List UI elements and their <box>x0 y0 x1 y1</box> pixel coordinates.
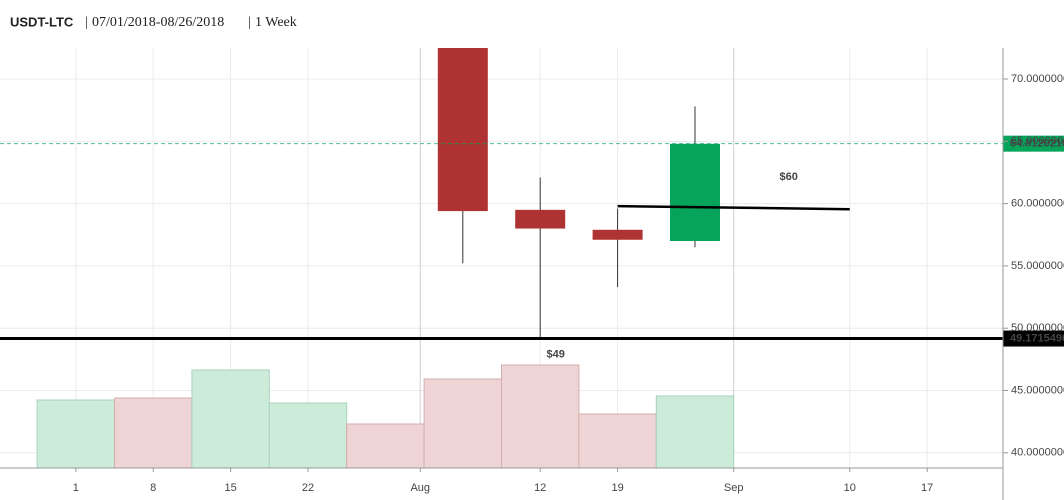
x-tick-label: Sep <box>724 482 744 494</box>
y-tick-label: 40.00000000 <box>1011 447 1064 459</box>
x-tick-label: 12 <box>534 482 546 494</box>
x-tick-label: 8 <box>150 482 156 494</box>
candle-body <box>437 48 488 212</box>
volume-bar <box>578 413 657 468</box>
volume-bar <box>268 402 348 468</box>
price-label-box <box>1003 330 1064 347</box>
annotation: $49 <box>546 348 564 360</box>
x-tick-label: 17 <box>921 482 933 494</box>
y-tick-label: 50.00000000 <box>1011 322 1064 334</box>
x-tick-label: 22 <box>302 482 314 494</box>
volume-bar <box>423 378 503 468</box>
trendline-label: $60 <box>779 171 797 183</box>
price-label: 49.17154904 <box>1010 332 1064 344</box>
title-interval: 1 Week <box>255 15 297 30</box>
candle-body <box>592 229 643 240</box>
x-tick-label: Aug <box>410 482 430 494</box>
volume-bar <box>655 395 735 468</box>
candle-body <box>669 143 720 241</box>
x-tick-label: 1 <box>73 482 79 494</box>
y-tick-label: 45.00000000 <box>1011 384 1064 396</box>
y-tick-label: 55.00000000 <box>1011 260 1064 272</box>
y-tick-label: 65.00000000 <box>1011 135 1064 147</box>
volume-bar <box>501 364 580 468</box>
title-sep: | <box>85 15 88 30</box>
y-tick-label: 60.00000000 <box>1011 198 1064 210</box>
trendline <box>617 204 850 211</box>
title-sep: | <box>248 15 251 30</box>
x-tick-label: 19 <box>611 482 623 494</box>
volume-bar <box>191 369 270 468</box>
volume-bar <box>114 397 193 468</box>
volume-bar <box>36 399 116 468</box>
title-range: 07/01/2018-08/26/2018 <box>92 15 224 30</box>
title-symbol: USDT-LTC <box>10 14 74 29</box>
x-tick-label: 10 <box>844 482 856 494</box>
price-label: 64.81202107 <box>1010 138 1064 150</box>
volume-bar <box>346 423 425 468</box>
x-tick-label: 15 <box>225 482 237 494</box>
y-tick-label: 70.00000000 <box>1011 73 1064 85</box>
price-label-box <box>1003 135 1064 152</box>
candle-body <box>515 209 566 229</box>
